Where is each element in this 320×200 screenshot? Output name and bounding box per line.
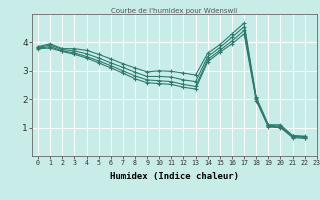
Title: Courbe de l'humidex pour Wdenswil: Courbe de l'humidex pour Wdenswil bbox=[111, 8, 237, 14]
X-axis label: Humidex (Indice chaleur): Humidex (Indice chaleur) bbox=[110, 172, 239, 181]
